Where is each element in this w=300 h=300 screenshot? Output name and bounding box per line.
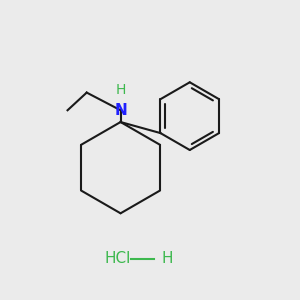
Text: H: H [116,82,126,97]
Text: H: H [162,251,173,266]
Text: HCl: HCl [104,251,131,266]
Text: N: N [114,103,127,118]
